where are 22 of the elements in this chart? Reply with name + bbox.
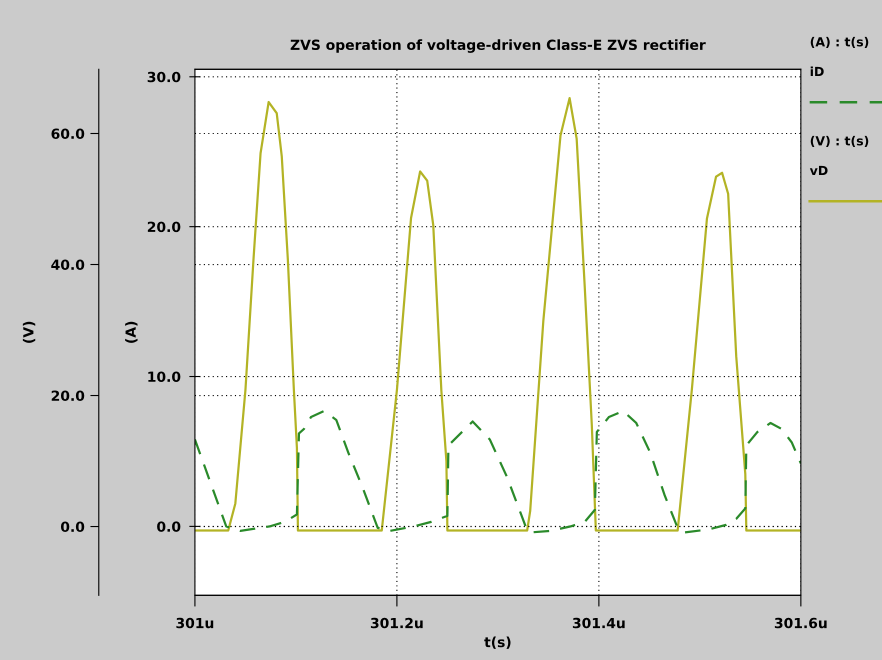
x-tick-label: 301.2u: [370, 618, 423, 628]
y2-tick-label: 10.0: [148, 371, 180, 382]
line-series: [194, 97, 801, 532]
y2-axis-title: (A): [125, 322, 138, 343]
y2-tick-label: 20.0: [148, 222, 180, 232]
text: iD: [810, 66, 824, 76]
y-tick-label: 20.0: [52, 390, 84, 401]
x-tick-label: 301u: [176, 618, 214, 628]
y-tick-label: 60.0: [51, 128, 84, 139]
y2-tick-label: 30.0: [148, 72, 180, 82]
y-tick-label: 0.0: [60, 522, 84, 532]
x-axis-title: t(s): [484, 636, 510, 649]
text: vD: [810, 166, 828, 176]
text: (A) : t(s): [810, 36, 868, 48]
y2-tick-label: 0.0: [157, 521, 180, 532]
line-series: [194, 410, 801, 534]
y-tick-label: 40.0: [51, 259, 84, 270]
x-tick-label: 301.6u: [774, 618, 827, 628]
x-tick-label: 301.4u: [572, 618, 625, 628]
chart-title: ZVS operation of voltage-driven Class-E ZVS rectifier: [290, 39, 706, 53]
y-axis-title: (V): [22, 322, 36, 343]
text: (V) : t(s): [810, 136, 868, 147]
